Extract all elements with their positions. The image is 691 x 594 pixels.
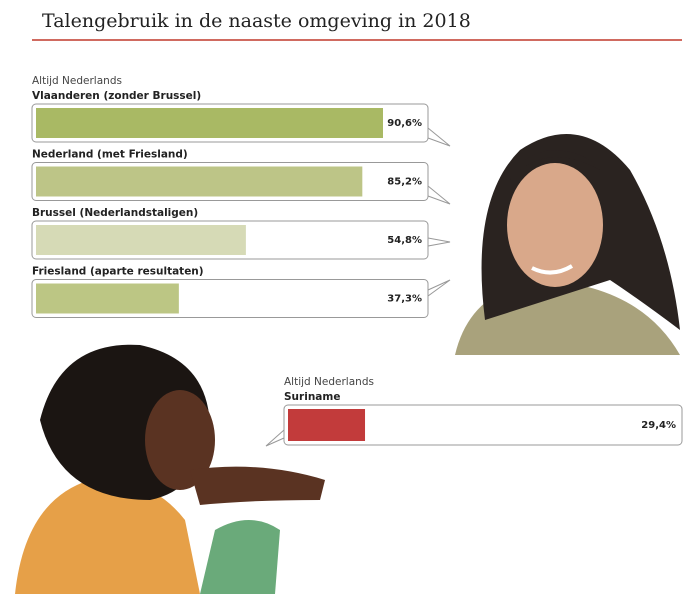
value-label: 54,8% [387, 235, 422, 246]
bar [36, 225, 246, 255]
category-label: Brussel (Nederlandstaligen) [32, 207, 198, 219]
subtitle: Altijd Nederlands [32, 75, 122, 87]
value-label: 85,2% [387, 177, 422, 188]
bar [36, 167, 362, 197]
bar [288, 409, 365, 441]
category-label: Vlaanderen (zonder Brussel) [32, 90, 201, 102]
category-label: Suriname [284, 391, 340, 403]
bar [36, 108, 383, 138]
title: Talengebruik in de naaste omgeving in 20… [42, 10, 471, 32]
value-label: 90,6% [387, 118, 422, 129]
value-label: 37,3% [387, 294, 422, 305]
subtitle: Altijd Nederlands [284, 376, 374, 388]
bar [36, 284, 179, 314]
illustration-woman-right [455, 134, 680, 355]
illustration-woman-left [15, 345, 325, 594]
category-label: Friesland (aparte resultaten) [32, 266, 204, 278]
value-label: 29,4% [641, 420, 676, 431]
category-label: Nederland (met Friesland) [32, 149, 188, 161]
infographic: Talengebruik in de naaste omgeving in 20… [0, 0, 691, 594]
